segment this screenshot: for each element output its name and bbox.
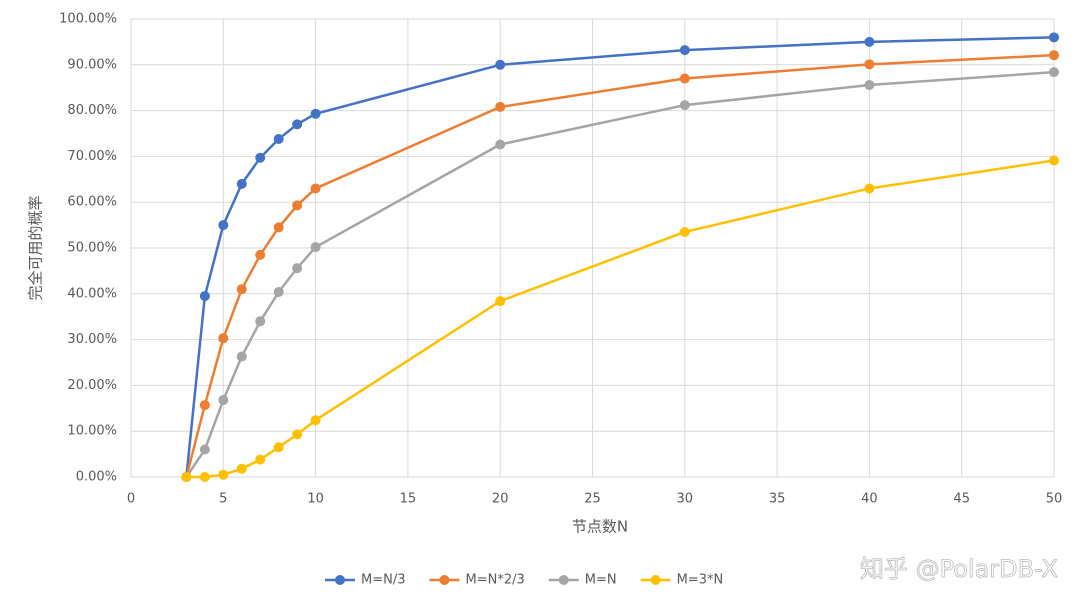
series-line	[185, 70, 1055, 478]
data-point	[255, 152, 266, 163]
x-tick-label: 20	[492, 492, 509, 507]
data-point	[273, 442, 284, 453]
x-tick-label: 0	[127, 492, 135, 507]
data-point	[679, 226, 690, 237]
data-point	[679, 73, 690, 84]
y-tick-label: 90.00%	[67, 57, 117, 72]
y-tick-label: 0.00%	[76, 470, 117, 485]
data-point	[495, 296, 506, 307]
data-point	[310, 108, 321, 119]
y-tick-label: 100.00%	[59, 12, 117, 27]
legend-marker	[650, 575, 661, 585]
legend-label: M=N/3	[361, 573, 405, 588]
data-point	[310, 183, 321, 194]
series-line	[186, 159, 1055, 479]
data-point	[679, 100, 690, 111]
data-point	[218, 220, 229, 231]
series-line	[185, 36, 1055, 478]
data-point	[199, 400, 210, 411]
legend-label: M=N*2/3	[465, 573, 524, 588]
data-point	[495, 139, 506, 150]
data-point	[255, 249, 266, 260]
legend-label: M=N	[585, 573, 617, 588]
data-point	[292, 200, 303, 211]
x-tick-label: 45	[953, 492, 970, 507]
data-point	[864, 59, 875, 70]
data-point	[199, 291, 210, 302]
data-point	[199, 472, 210, 482]
x-tick-label: 10	[307, 492, 324, 507]
y-tick-label: 20.00%	[67, 378, 117, 393]
data-point	[864, 183, 875, 194]
data-point	[292, 119, 303, 130]
data-point	[310, 415, 321, 426]
legend-marker	[335, 575, 345, 585]
data-point	[218, 333, 229, 344]
data-point	[236, 351, 247, 362]
legend-marker	[558, 575, 569, 585]
legend-marker	[439, 575, 450, 585]
x-tick-label: 15	[400, 492, 417, 507]
data-point	[236, 178, 247, 189]
data-point	[1049, 67, 1059, 78]
y-tick-label: 10.00%	[67, 424, 117, 439]
series-line	[185, 53, 1055, 478]
data-point	[1049, 32, 1059, 43]
x-tick-label: 40	[861, 492, 878, 507]
watermark: 知乎 @PolarDB-X	[860, 555, 1058, 583]
data-point	[273, 222, 284, 233]
y-tick-label: 60.00%	[67, 195, 117, 210]
data-point	[864, 79, 875, 90]
data-point	[1049, 155, 1059, 166]
data-point	[1049, 50, 1059, 61]
x-tick-label: 50	[1046, 492, 1063, 507]
x-axis-label: 节点数N	[572, 518, 628, 536]
data-point	[218, 469, 229, 480]
x-tick-label: 30	[677, 492, 694, 507]
data-point	[495, 59, 506, 70]
data-point	[236, 463, 247, 474]
data-point	[236, 284, 247, 295]
data-point	[181, 472, 192, 482]
data-point	[292, 263, 303, 274]
data-point	[310, 242, 321, 253]
data-point	[255, 316, 266, 327]
data-point	[199, 444, 210, 455]
y-tick-label: 30.00%	[67, 332, 117, 347]
x-tick-label: 35	[769, 492, 786, 507]
x-tick-label: 5	[219, 492, 227, 507]
data-point	[273, 133, 284, 144]
data-point	[864, 36, 875, 47]
data-point	[495, 101, 506, 112]
y-tick-label: 70.00%	[67, 149, 117, 164]
y-tick-label: 50.00%	[67, 241, 117, 256]
data-point	[679, 45, 690, 56]
y-axis-label: 完全可用的概率	[27, 195, 45, 300]
data-point	[273, 286, 284, 297]
data-point	[218, 395, 229, 406]
data-point	[292, 429, 303, 440]
x-tick-label: 25	[584, 492, 601, 507]
y-tick-label: 40.00%	[67, 286, 117, 301]
legend-label: M=3*N	[677, 573, 724, 588]
data-point	[255, 454, 266, 465]
y-tick-label: 80.00%	[67, 103, 117, 118]
